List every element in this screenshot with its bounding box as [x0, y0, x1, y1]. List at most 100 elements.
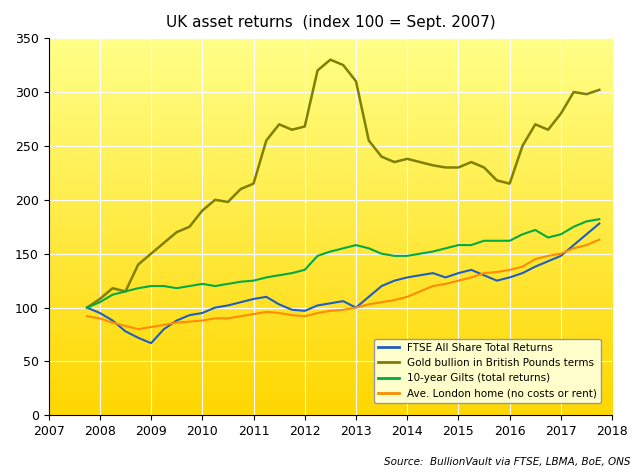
FTSE All Share Total Returns [288, 307, 296, 312]
Gold bullion in British Pounds terms [531, 121, 539, 127]
FTSE All Share Total Returns [519, 270, 527, 276]
Ave. London home (no costs or rent) [544, 253, 552, 259]
10-year Gilts (total returns) [377, 251, 385, 257]
10-year Gilts (total returns) [186, 283, 194, 289]
FTSE All Share Total Returns [96, 310, 104, 316]
FTSE All Share Total Returns [109, 318, 116, 323]
Gold bullion in British Pounds terms [262, 138, 270, 143]
Gold bullion in British Pounds terms [173, 229, 181, 235]
Ave. London home (no costs or rent) [199, 318, 206, 323]
Gold bullion in British Pounds terms [429, 162, 437, 168]
Gold bullion in British Pounds terms [83, 305, 91, 311]
FTSE All Share Total Returns [314, 303, 322, 308]
Gold bullion in British Pounds terms [224, 199, 231, 205]
Gold bullion in British Pounds terms [352, 78, 360, 84]
Ave. London home (no costs or rent) [519, 264, 527, 270]
10-year Gilts (total returns) [390, 253, 398, 259]
Ave. London home (no costs or rent) [109, 320, 116, 326]
Gold bullion in British Pounds terms [275, 121, 283, 127]
Ave. London home (no costs or rent) [275, 310, 283, 316]
Ave. London home (no costs or rent) [314, 310, 322, 316]
10-year Gilts (total returns) [122, 288, 129, 294]
FTSE All Share Total Returns [301, 308, 309, 314]
Gold bullion in British Pounds terms [480, 165, 488, 170]
Gold bullion in British Pounds terms [595, 87, 603, 93]
Ave. London home (no costs or rent) [480, 270, 488, 276]
FTSE All Share Total Returns [340, 298, 347, 304]
10-year Gilts (total returns) [314, 253, 322, 259]
10-year Gilts (total returns) [352, 242, 360, 248]
10-year Gilts (total returns) [199, 281, 206, 287]
FTSE All Share Total Returns [352, 305, 360, 311]
10-year Gilts (total returns) [455, 242, 462, 248]
Ave. London home (no costs or rent) [327, 308, 334, 314]
10-year Gilts (total returns) [570, 224, 577, 229]
10-year Gilts (total returns) [249, 278, 257, 284]
FTSE All Share Total Returns [249, 296, 257, 302]
FTSE All Share Total Returns [262, 294, 270, 300]
Gold bullion in British Pounds terms [544, 127, 552, 133]
10-year Gilts (total returns) [403, 253, 411, 259]
FTSE All Share Total Returns [122, 329, 129, 334]
Gold bullion in British Pounds terms [314, 67, 322, 73]
Gold bullion in British Pounds terms [377, 154, 385, 160]
FTSE All Share Total Returns [480, 272, 488, 278]
FTSE All Share Total Returns [429, 270, 437, 276]
Ave. London home (no costs or rent) [173, 320, 181, 326]
10-year Gilts (total returns) [519, 231, 527, 237]
Gold bullion in British Pounds terms [327, 57, 334, 62]
10-year Gilts (total returns) [262, 275, 270, 280]
10-year Gilts (total returns) [467, 242, 475, 248]
Ave. London home (no costs or rent) [147, 324, 155, 330]
Ave. London home (no costs or rent) [262, 309, 270, 315]
10-year Gilts (total returns) [160, 283, 168, 289]
Ave. London home (no costs or rent) [493, 269, 501, 275]
FTSE All Share Total Returns [237, 299, 244, 305]
FTSE All Share Total Returns [212, 305, 219, 311]
10-year Gilts (total returns) [96, 299, 104, 305]
Gold bullion in British Pounds terms [365, 138, 373, 143]
Ave. London home (no costs or rent) [403, 294, 411, 300]
FTSE All Share Total Returns [583, 231, 590, 237]
10-year Gilts (total returns) [557, 231, 565, 237]
10-year Gilts (total returns) [493, 238, 501, 244]
FTSE All Share Total Returns [442, 275, 449, 280]
Gold bullion in British Pounds terms [186, 224, 194, 229]
10-year Gilts (total returns) [327, 249, 334, 254]
Gold bullion in British Pounds terms [288, 127, 296, 133]
Gold bullion in British Pounds terms [557, 111, 565, 117]
Ave. London home (no costs or rent) [122, 323, 129, 329]
Ave. London home (no costs or rent) [455, 278, 462, 284]
Title: UK asset returns  (index 100 = Sept. 2007): UK asset returns (index 100 = Sept. 2007… [165, 15, 495, 30]
Gold bullion in British Pounds terms [109, 286, 116, 291]
Ave. London home (no costs or rent) [96, 316, 104, 321]
Ave. London home (no costs or rent) [390, 297, 398, 303]
FTSE All Share Total Returns [455, 270, 462, 276]
FTSE All Share Total Returns [83, 305, 91, 311]
Gold bullion in British Pounds terms [249, 181, 257, 186]
FTSE All Share Total Returns [224, 303, 231, 308]
10-year Gilts (total returns) [340, 245, 347, 251]
FTSE All Share Total Returns [160, 326, 168, 332]
10-year Gilts (total returns) [224, 281, 231, 287]
Gold bullion in British Pounds terms [147, 251, 155, 257]
Ave. London home (no costs or rent) [83, 313, 91, 319]
Gold bullion in British Pounds terms [416, 159, 424, 165]
FTSE All Share Total Returns [595, 221, 603, 227]
Gold bullion in British Pounds terms [237, 186, 244, 192]
Gold bullion in British Pounds terms [583, 92, 590, 97]
Gold bullion in British Pounds terms [570, 89, 577, 95]
FTSE All Share Total Returns [416, 272, 424, 278]
FTSE All Share Total Returns [365, 294, 373, 300]
FTSE All Share Total Returns [506, 275, 514, 280]
10-year Gilts (total returns) [480, 238, 488, 244]
10-year Gilts (total returns) [288, 270, 296, 276]
Gold bullion in British Pounds terms [455, 165, 462, 170]
Ave. London home (no costs or rent) [506, 267, 514, 273]
FTSE All Share Total Returns [531, 264, 539, 270]
Text: Source:  BullionVault via FTSE, LBMA, BoE, ONS: Source: BullionVault via FTSE, LBMA, BoE… [384, 457, 630, 467]
Ave. London home (no costs or rent) [467, 275, 475, 280]
Gold bullion in British Pounds terms [519, 143, 527, 149]
FTSE All Share Total Returns [467, 267, 475, 273]
Gold bullion in British Pounds terms [506, 181, 514, 186]
